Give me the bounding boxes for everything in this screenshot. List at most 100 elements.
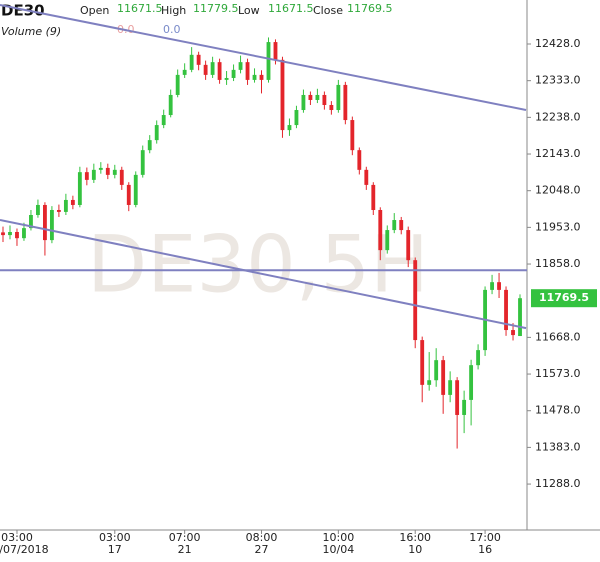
candle-body (168, 94, 173, 116)
candle-body (350, 120, 355, 151)
candle-body (182, 69, 187, 75)
candle-body (336, 84, 341, 111)
candle-body (301, 94, 306, 111)
candle-body (224, 77, 229, 80)
candle-body (420, 340, 425, 385)
y-tick-label: 12428.0 (535, 37, 581, 50)
candle-body (343, 84, 348, 121)
close-value: 11769.5 (347, 2, 393, 15)
y-tick-label: 11288.0 (535, 477, 581, 490)
x-tick-date: 10/04 (323, 543, 355, 556)
candle-body (462, 399, 467, 415)
candle-body (252, 74, 257, 80)
candle-body (294, 110, 299, 126)
price-tag-label: 11769.5 (539, 291, 589, 304)
open-value: 11671.5 (117, 2, 163, 15)
candle-body (245, 62, 250, 80)
high-value: 11779.5 (193, 2, 239, 15)
x-tick-label: 10:00 (323, 531, 355, 544)
candle-body (8, 231, 12, 236)
candle-body (238, 62, 243, 70)
candle-body (315, 94, 320, 100)
y-tick-label: 11573.0 (535, 367, 581, 380)
candle-body (406, 230, 411, 261)
volume-value: 0.0 (163, 23, 181, 36)
candle-body (273, 42, 278, 60)
candle-body (413, 260, 418, 341)
candle-body (518, 298, 522, 337)
candle-body (1, 232, 5, 236)
candle-body (434, 360, 439, 381)
candle-body (504, 289, 508, 331)
candle-body (308, 94, 313, 100)
candle-body (497, 282, 501, 290)
candle-body (210, 62, 215, 75)
volume-label: Volume (9) (1, 25, 61, 38)
candle-body (196, 54, 201, 65)
candle-body (441, 360, 446, 395)
candle-body (98, 167, 103, 170)
x-tick-date: 21 (178, 543, 192, 556)
x-tick-date: 10 (408, 543, 422, 556)
low-value: 11671.5 (268, 2, 314, 15)
candle-body (15, 231, 19, 239)
y-tick-label: 12048.0 (535, 184, 581, 197)
candle-body (161, 115, 166, 126)
candle-body (22, 228, 26, 239)
x-tick-label: 08:00 (246, 531, 278, 544)
x-tick-label: 17:00 (469, 531, 501, 544)
candle-body (287, 125, 292, 131)
low-label: Low (238, 4, 260, 17)
candle-body (140, 150, 145, 175)
candle-body (126, 184, 131, 205)
candle-body (371, 184, 376, 210)
candle-body (448, 380, 453, 395)
candle-body (36, 204, 40, 216)
candle-body (231, 69, 236, 78)
candle-body (29, 215, 33, 229)
candle-body (364, 169, 369, 185)
candle-body (77, 172, 82, 205)
trend-line (0, 219, 527, 330)
candle-body (175, 74, 180, 95)
candle-body (329, 104, 334, 111)
y-tick-label: 11858.0 (535, 257, 581, 270)
candle-body (133, 174, 138, 205)
x-tick-date: 16 (478, 543, 492, 556)
candle-body (266, 42, 271, 80)
candle-body (49, 209, 54, 241)
candle-body (392, 220, 397, 231)
candle-body (203, 64, 208, 75)
y-tick-label: 12238.0 (535, 110, 581, 123)
close-label: Close (313, 4, 343, 17)
candle-body (385, 230, 390, 251)
high-label: High (161, 4, 186, 17)
y-tick-label: 11478.0 (535, 404, 581, 417)
candle-body (189, 54, 194, 70)
candle-body (490, 282, 494, 290)
price-tag (531, 289, 597, 308)
x-tick-label: 16:00 (399, 531, 431, 544)
x-tick-label: 03:00 (1, 531, 33, 544)
candle-body (119, 169, 124, 185)
candle-body (112, 169, 117, 175)
candle-body (511, 330, 515, 336)
y-tick-label: 12333.0 (535, 74, 581, 87)
candle-body (357, 150, 362, 170)
candle-body (91, 169, 96, 180)
candle-body (399, 220, 404, 231)
candle-body (427, 380, 432, 385)
open-label: Open (80, 4, 109, 17)
candle-body (469, 365, 474, 400)
candle-body (154, 125, 159, 141)
candle-body (147, 140, 152, 151)
y-tick-label: 11668.0 (535, 330, 581, 343)
candle-body (105, 167, 110, 175)
candle-body (43, 204, 47, 241)
candle-body (280, 59, 285, 131)
candle-body (84, 172, 89, 180)
x-tick-date: 27 (255, 543, 269, 556)
x-tick-date: 17 (108, 543, 122, 556)
x-tick-label: 07:00 (169, 531, 201, 544)
candle-body (63, 199, 68, 212)
